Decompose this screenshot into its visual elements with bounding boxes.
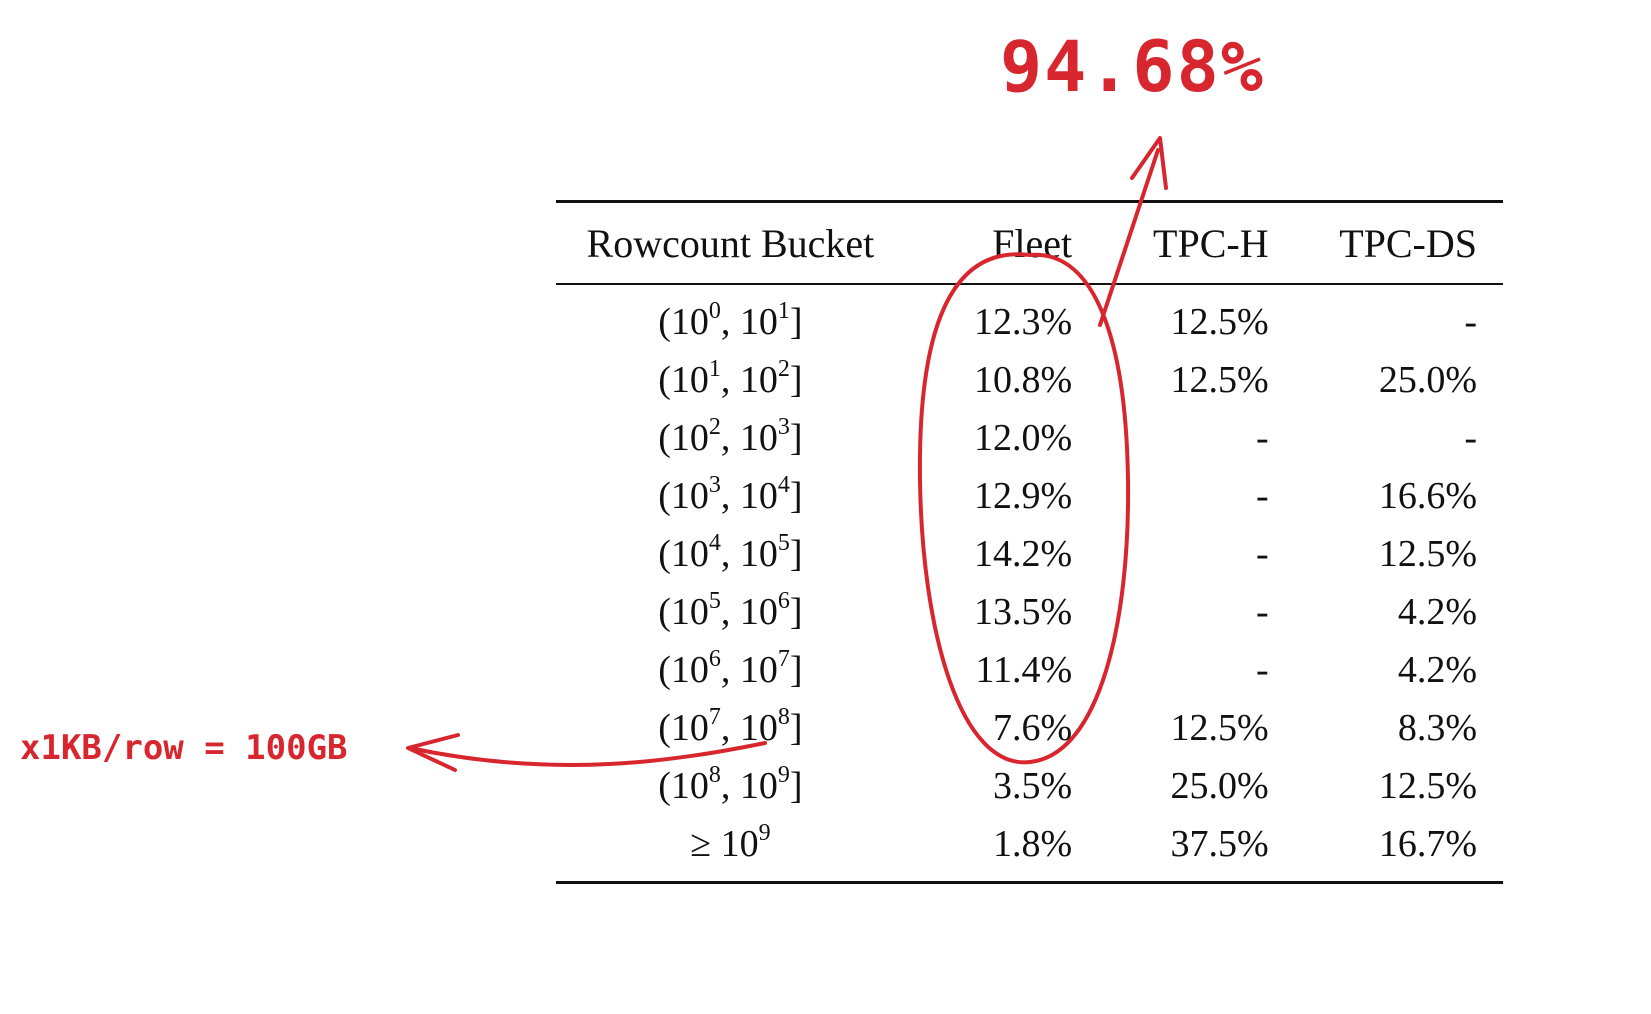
rowcount-bucket-table: Rowcount Bucket Fleet TPC-H TPC-DS (100,…	[556, 200, 1503, 884]
fleet-cell: 10.8%	[973, 359, 1073, 401]
bucket-cell: (105, 106]	[658, 588, 803, 633]
bucket-high-exponent: 7	[777, 646, 790, 672]
bucket-low-exponent: 5	[708, 588, 721, 614]
header-tpch: TPC-H	[1090, 203, 1287, 285]
fleet-cell: 12.0%	[973, 417, 1073, 459]
bucket-cell: (106, 107]	[658, 646, 803, 691]
fleet-cell: 11.4%	[975, 649, 1073, 691]
table-row: (108, 109] 3.5% 25.0% 12.5%	[556, 757, 1503, 815]
bucket-high-exponent: 8	[777, 704, 790, 730]
bucket-cell: (102, 103]	[658, 414, 803, 459]
bucket-low-exponent: 0	[708, 298, 721, 324]
tpcds-cell: -	[1464, 417, 1477, 459]
header-rowcount-bucket: Rowcount Bucket	[556, 203, 905, 285]
bucket-prefix: ≥ 10	[690, 823, 759, 865]
size-note-annotation: x1KB/row = 100GB	[20, 728, 348, 768]
bucket-high-exponent: 3	[777, 414, 790, 440]
fleet-total-annotation: 94.68%	[1000, 26, 1265, 108]
table-row: (101, 102] 10.8% 12.5% 25.0%	[556, 351, 1503, 409]
bucket-high-exponent: 2	[777, 356, 790, 382]
tpch-cell: 12.5%	[1170, 359, 1269, 401]
tpcds-cell: 8.3%	[1397, 707, 1477, 749]
fleet-cell: 7.6%	[992, 707, 1073, 749]
bucket-low-exponent: 2	[708, 414, 721, 440]
tpch-cell: 12.5%	[1170, 707, 1269, 749]
tpcds-cell: 16.7%	[1378, 823, 1477, 865]
tpcds-cell: 12.5%	[1378, 765, 1477, 807]
fleet-cell: 13.5%	[973, 591, 1073, 633]
table-row: (107, 108] 7.6% 12.5% 8.3%	[556, 699, 1503, 757]
bucket-cell: ≥ 109	[556, 815, 905, 881]
header-tpcds: TPC-DS	[1286, 203, 1503, 285]
bucket-cell: (100, 101]	[658, 298, 803, 343]
bucket-cell: (108, 109]	[658, 762, 803, 807]
bucket-cell: (101, 102]	[658, 356, 803, 401]
bucket-high-exponent: 6	[777, 588, 790, 614]
bucket-low-exponent: 3	[708, 472, 721, 498]
bucket-low-exponent: 7	[708, 704, 721, 730]
header-row: Rowcount Bucket Fleet TPC-H TPC-DS	[556, 203, 1503, 285]
tpcds-cell: 25.0%	[1378, 359, 1477, 401]
tpcds-cell: -	[1464, 301, 1477, 343]
bucket-low-exponent: 6	[708, 646, 721, 672]
fleet-cell: 12.3%	[973, 301, 1073, 343]
table-row: (106, 107] 11.4% - 4.2%	[556, 641, 1503, 699]
table-row: (105, 106] 13.5% - 4.2%	[556, 583, 1503, 641]
table-body: (100, 101] 12.3% 12.5% - (101, 102] 10.8% 12.5…	[556, 284, 1503, 881]
tpch-cell: -	[1255, 533, 1269, 575]
bucket-high-exponent: 9	[777, 762, 790, 788]
tpcds-cell: 12.5%	[1378, 533, 1477, 575]
bucket-cell: (103, 104]	[658, 472, 803, 517]
table-row: (100, 101] 12.3% 12.5% -	[556, 284, 1503, 351]
fleet-cell: 14.2%	[973, 533, 1073, 575]
tpcds-cell: 4.2%	[1397, 649, 1477, 691]
tpch-cell: -	[1255, 475, 1269, 517]
table-row: (103, 104] 12.9% - 16.6%	[556, 467, 1503, 525]
tpch-cell: -	[1255, 591, 1269, 633]
tpch-cell: 25.0%	[1170, 765, 1269, 807]
bucket-low-exponent: 1	[708, 356, 721, 382]
table-row: (104, 105] 14.2% - 12.5%	[556, 525, 1503, 583]
table-row: ≥ 109 1.8% 37.5% 16.7%	[556, 815, 1503, 881]
fleet-cell: 3.5%	[992, 765, 1073, 807]
table-row: (102, 103] 12.0% - -	[556, 409, 1503, 467]
fleet-cell: 12.9%	[973, 475, 1073, 517]
note-arrow-head	[406, 733, 460, 772]
percent-arrow-head	[1130, 136, 1168, 190]
bucket-exponent: 9	[758, 820, 771, 846]
bucket-low-exponent: 8	[708, 762, 721, 788]
header-fleet: Fleet	[904, 203, 1091, 285]
bucket-high-exponent: 4	[777, 472, 790, 498]
data-table: Rowcount Bucket Fleet TPC-H TPC-DS (100,…	[556, 203, 1503, 881]
tpch-cell: 12.5%	[1170, 301, 1269, 343]
bucket-high-exponent: 5	[777, 530, 790, 556]
bucket-low-exponent: 4	[708, 530, 721, 556]
bucket-high-exponent: 1	[777, 298, 790, 324]
fleet-cell: 1.8%	[992, 823, 1073, 865]
tpcds-cell: 4.2%	[1397, 591, 1477, 633]
tpch-cell: 37.5%	[1170, 823, 1269, 865]
bucket-cell: (107, 108]	[658, 704, 803, 749]
tpcds-cell: 16.6%	[1378, 475, 1477, 517]
bucket-cell: (104, 105]	[658, 530, 803, 575]
tpch-cell: -	[1255, 649, 1269, 691]
tpch-cell: -	[1255, 417, 1269, 459]
